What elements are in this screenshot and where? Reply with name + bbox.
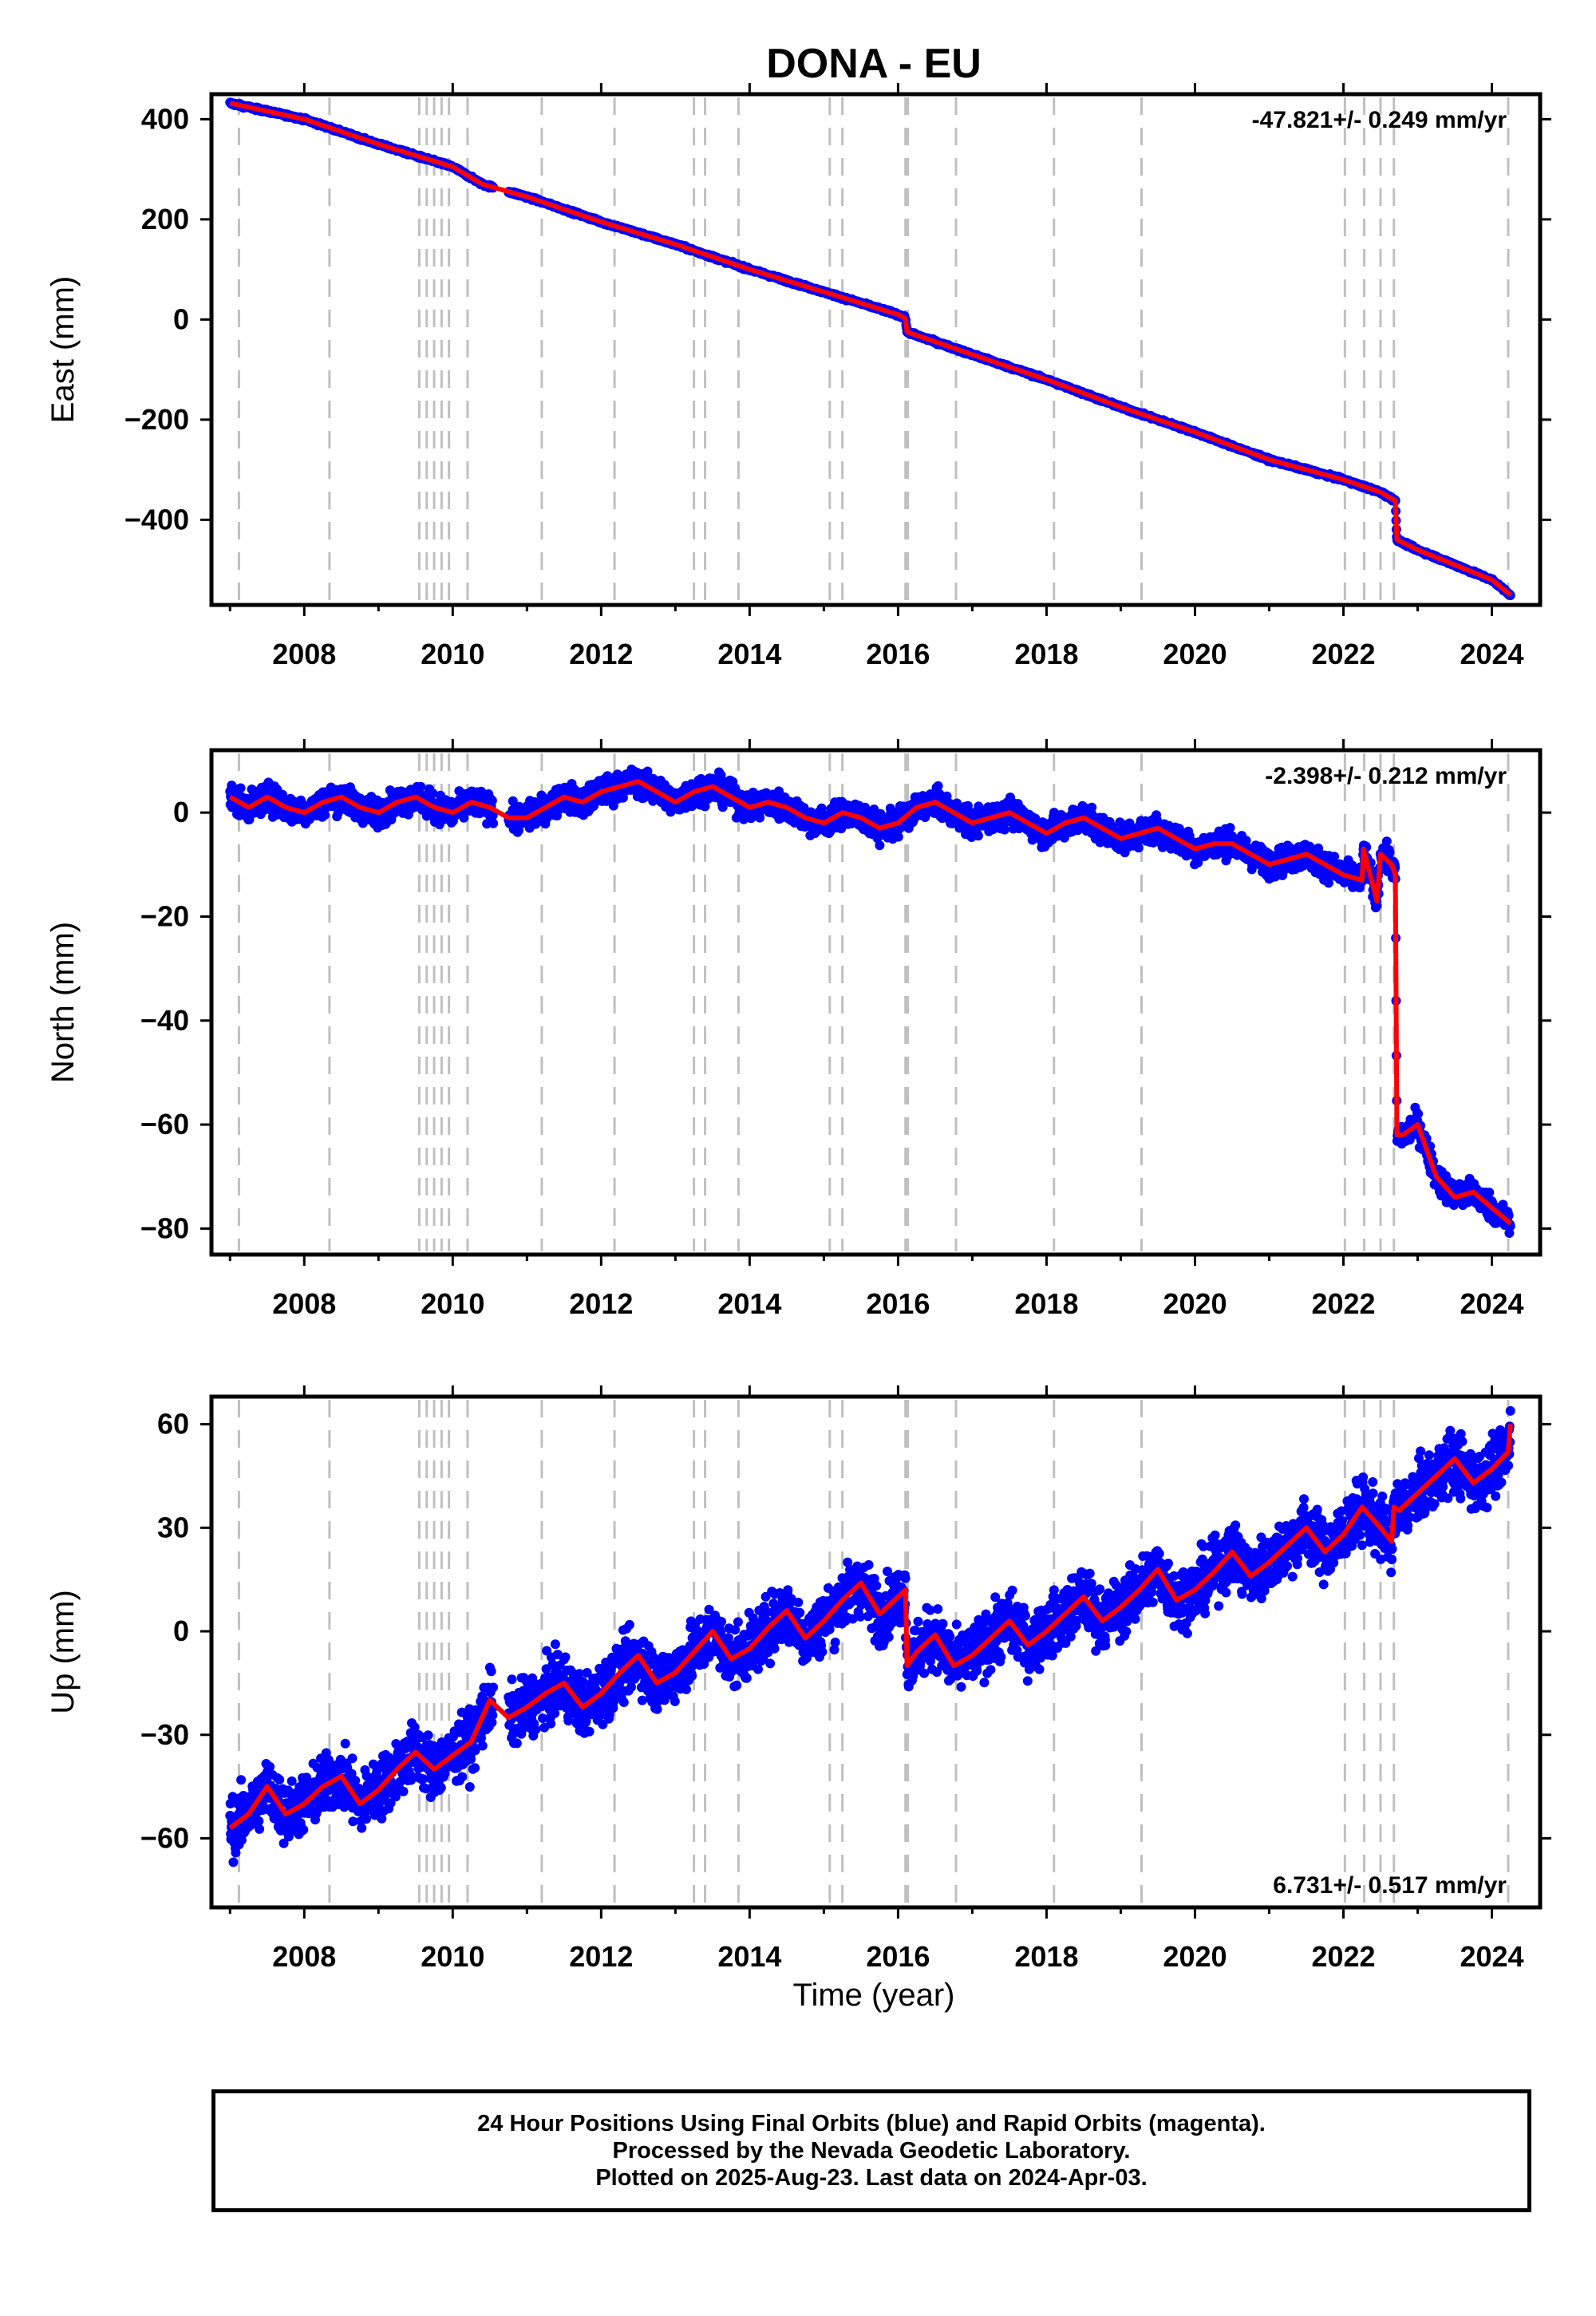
- y-tick-label: 200: [141, 203, 189, 235]
- y-tick-label: 0: [173, 796, 189, 828]
- velocity-annotation: -47.821+/- 0.249 mm/yr: [1252, 107, 1507, 133]
- panel-0: 400 200 0 −200 −400 2008 2010 2012 2014 2016 2018 2…: [45, 83, 1551, 670]
- x-tick-label: 2008: [272, 1287, 336, 1320]
- x-tick-label: 2020: [1163, 1287, 1227, 1320]
- x-tick-label: 2018: [1014, 638, 1078, 670]
- data-point: [487, 796, 497, 806]
- y-tick-label: −80: [140, 1211, 189, 1244]
- y-tick-label: −60: [140, 1108, 189, 1140]
- x-tick-label: 2014: [717, 1287, 781, 1320]
- y-tick-label: 0: [173, 302, 189, 335]
- data-point: [459, 812, 469, 823]
- data-point: [416, 781, 426, 792]
- x-tick-label: 2022: [1311, 638, 1375, 670]
- x-tick-label: 2012: [569, 638, 633, 670]
- y-tick-label: 400: [141, 102, 189, 135]
- x-tick-label: 2022: [1311, 1287, 1375, 1320]
- x-tick-label: 2024: [1460, 1287, 1523, 1320]
- data-point: [488, 818, 499, 828]
- x-tick-label: 2010: [421, 638, 484, 670]
- x-tick-label: 2010: [421, 1287, 484, 1320]
- x-tick-label: 2016: [866, 638, 930, 670]
- x-tick-label: 2008: [272, 638, 336, 670]
- x-tick-label: 2012: [569, 1287, 633, 1320]
- data-point: [235, 783, 246, 793]
- data-point: [320, 810, 330, 820]
- y-tick-label: −20: [140, 899, 189, 932]
- data-point: [428, 788, 438, 799]
- figure-title: DONA - EU: [766, 41, 982, 87]
- y-axis-label: North (mm): [45, 922, 81, 1083]
- panel-1: 0 −20 −40 −60 −80 2008 2010 2012 2014 2016 2018 202…: [45, 739, 1551, 1320]
- y-tick-label: −400: [124, 503, 189, 536]
- x-tick-label: 2014: [717, 638, 781, 670]
- model-fit-line: [229, 101, 1512, 597]
- y-tick-label: −40: [140, 1004, 189, 1037]
- x-tick-label: 2020: [1163, 638, 1227, 670]
- y-tick-label: −200: [124, 403, 189, 436]
- data-point: [513, 825, 523, 836]
- x-tick-label: 2016: [866, 1287, 930, 1320]
- plot-frame: [209, 748, 1543, 1257]
- x-tick-label: 2018: [1014, 1287, 1078, 1320]
- x-tick-label: 2024: [1460, 638, 1523, 670]
- y-axis-label: East (mm): [45, 276, 81, 423]
- plot-frame: [209, 92, 1543, 607]
